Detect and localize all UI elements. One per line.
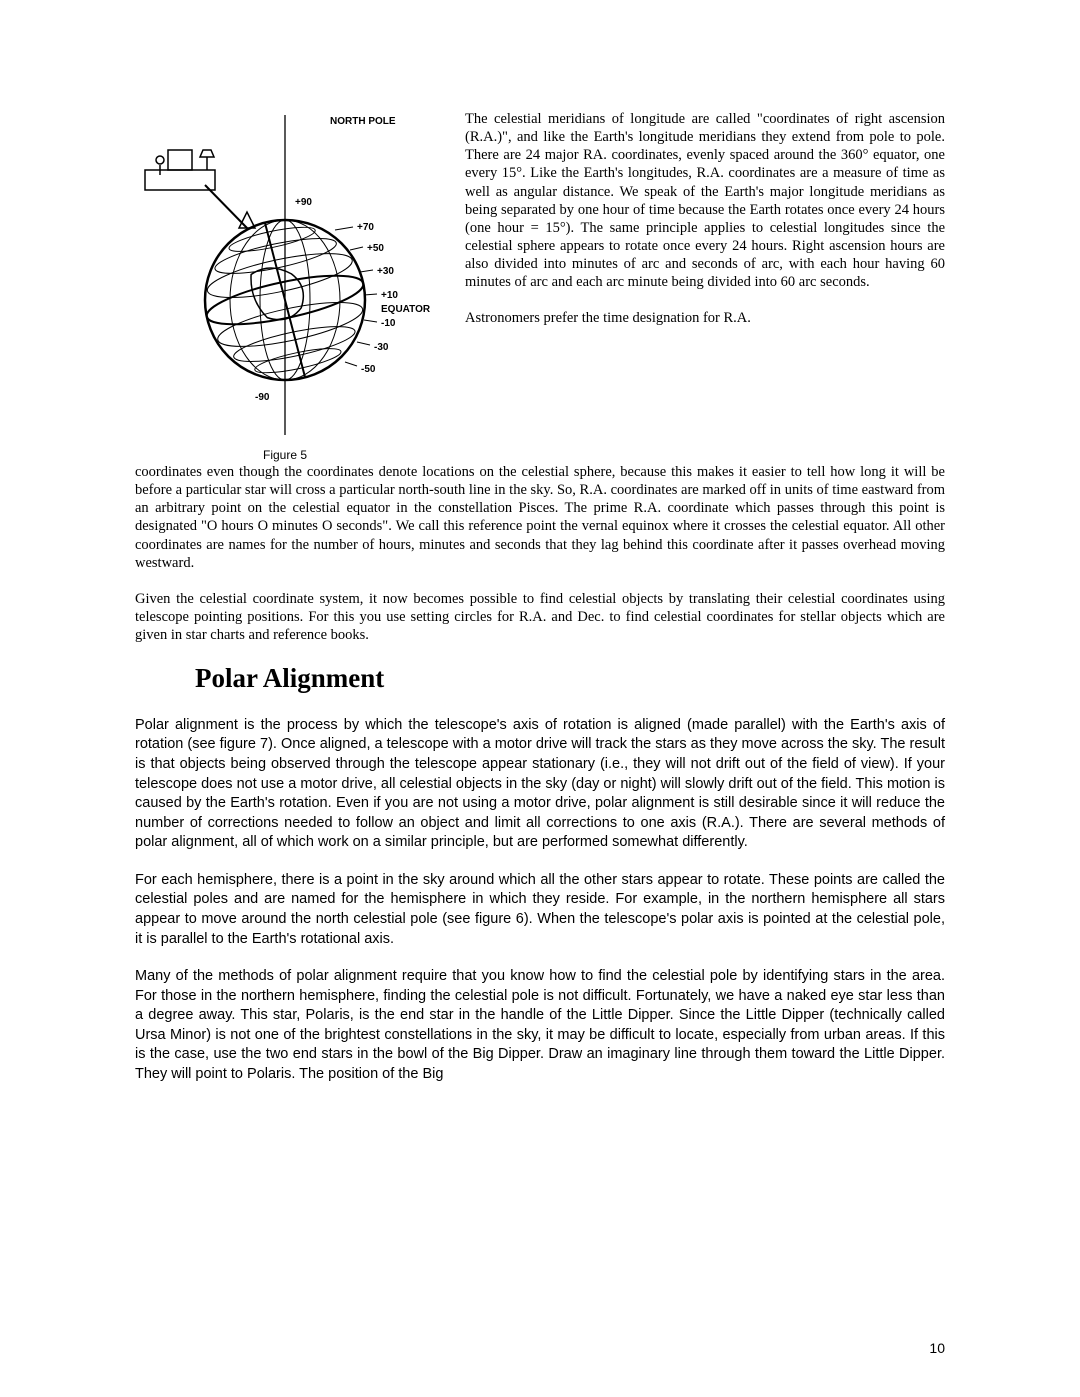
svg-text:-30: -30 [374,342,389,353]
svg-text:-90: -90 [255,392,270,403]
paragraph-3: Given the celestial coordinate system, i… [135,590,945,644]
svg-text:-10: -10 [381,318,396,329]
paragraph-4: Polar alignment is the process by which … [135,716,945,853]
figure-5-globe: NORTH POLE [135,110,435,440]
svg-text:+50: +50 [367,243,384,254]
paragraph-2-rest: coordinates even though the coordinates … [135,463,945,572]
paragraph-6: Many of the methods of polar alignment r… [135,967,945,1084]
figure-5-column: NORTH POLE [135,110,435,463]
paragraph-2-lead: Astronomers prefer the time designation … [465,309,945,327]
svg-text:+30: +30 [377,266,394,277]
paragraph-5: For each hemisphere, there is a point in… [135,871,945,949]
svg-text:+10: +10 [381,290,398,301]
svg-text:-50: -50 [361,364,376,375]
svg-text:+90: +90 [295,197,312,208]
figure-5-caption: Figure 5 [135,448,435,463]
paragraph-1: The celestial meridians of longitude are… [465,110,945,291]
telescope-icon [145,150,255,228]
page-number: 10 [929,1340,945,1358]
polar-alignment-heading: Polar Alignment [195,662,945,696]
right-text-column: The celestial meridians of longitude are… [465,110,945,327]
north-pole-label: NORTH POLE [330,116,396,127]
svg-text:EQUATOR: EQUATOR [381,304,431,315]
document-page: NORTH POLE [0,0,1080,1397]
svg-text:+70: +70 [357,222,374,233]
figure-and-text-row: NORTH POLE [135,110,945,463]
